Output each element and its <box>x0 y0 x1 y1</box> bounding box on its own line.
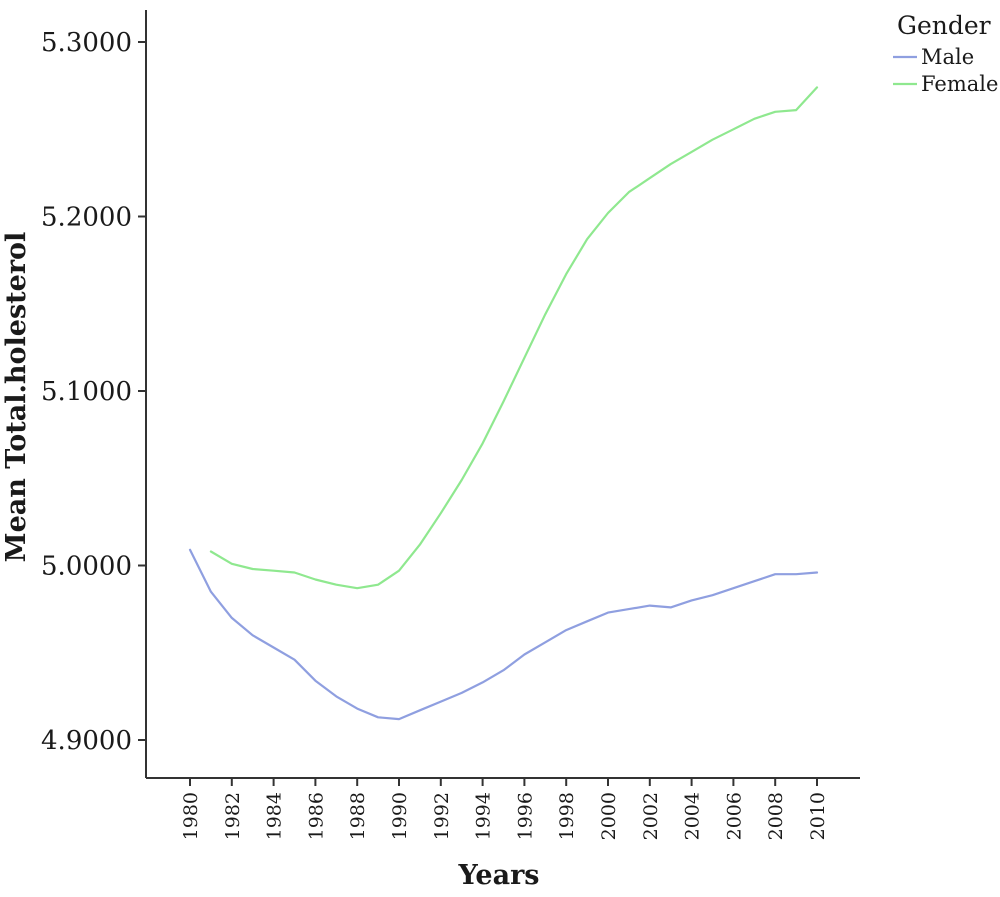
legend-label-male: Male <box>921 45 974 69</box>
series-line-male <box>188 548 819 721</box>
legend-title: Gender <box>897 11 991 40</box>
x-tick-label: 1994 <box>473 792 495 840</box>
x-tick-label: 1986 <box>305 792 327 840</box>
x-tick-label: 1984 <box>264 792 286 840</box>
x-tick-label: 2002 <box>640 792 662 840</box>
y-ticks: 4.9000 5.0000 5.1000 5.2000 5.3000 <box>41 28 146 756</box>
y-tick-label: 5.3000 <box>41 28 132 58</box>
x-tick-label: 1998 <box>556 792 578 840</box>
x-tick-label: 1988 <box>347 792 369 840</box>
legend-label-female: Female <box>921 72 998 96</box>
x-tick-label: 2000 <box>598 792 620 840</box>
legend: Gender Male Female <box>893 11 998 96</box>
y-tick-label: 5.1000 <box>41 377 132 407</box>
x-ticks: 1980 1982 1984 1986 1988 1990 1992 1994 1996 1998… <box>180 778 829 840</box>
legend-items: Male Female <box>893 45 998 96</box>
x-tick-label: 1996 <box>514 792 536 840</box>
x-tick-label: 2008 <box>765 792 787 840</box>
x-tick-label: 1982 <box>222 792 244 840</box>
x-axis-title: Years <box>457 860 539 891</box>
x-tick-label: 1992 <box>431 792 453 840</box>
x-tick-label: 2006 <box>723 792 745 840</box>
x-tick-label: 1980 <box>180 792 202 840</box>
axes <box>145 10 860 779</box>
series-layer <box>188 86 819 721</box>
x-tick-label: 2004 <box>682 792 704 840</box>
x-tick-label: 1990 <box>389 792 411 840</box>
series-line-female <box>209 86 819 590</box>
y-tick-label: 5.0000 <box>41 552 132 582</box>
y-tick-label: 4.9000 <box>41 726 132 756</box>
x-tick-label: 2010 <box>807 792 829 840</box>
y-tick-label: 5.2000 <box>41 203 132 233</box>
y-axis-title: Mean Total.holesterol <box>1 232 32 563</box>
